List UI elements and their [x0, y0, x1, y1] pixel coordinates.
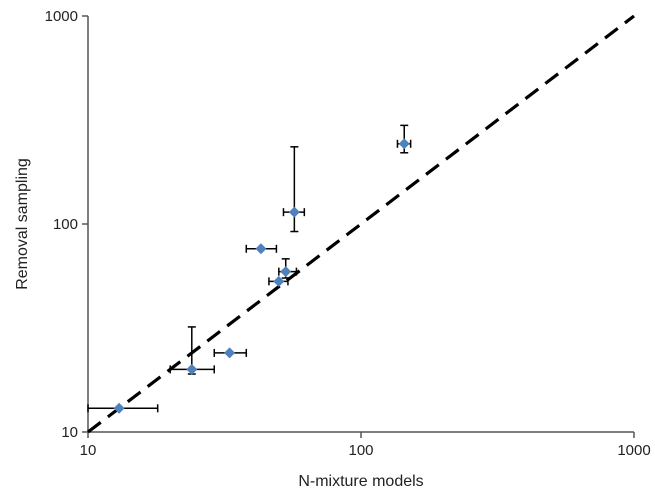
data-point [186, 363, 198, 375]
data-point [224, 347, 236, 359]
y-tick-label: 1000 [45, 8, 78, 25]
y-tick-label: 10 [61, 424, 78, 441]
data-point [273, 275, 285, 287]
data-point [255, 243, 267, 255]
data-point [113, 402, 125, 414]
data-point [288, 206, 300, 218]
y-tick-label: 100 [53, 216, 78, 233]
data-point [398, 138, 410, 150]
data-point [280, 266, 292, 278]
tick-labels: 10 100 1000 10 100 1000 [45, 8, 651, 459]
x-tick-label: 1000 [617, 442, 650, 459]
error-bars [87, 124, 412, 413]
reference-line [87, 14, 635, 434]
x-tick-label: 100 [348, 442, 373, 459]
reference-line-layer [87, 14, 635, 434]
tick-marks [82, 15, 635, 438]
data-points [113, 138, 410, 414]
x-tick-label: 10 [80, 442, 97, 459]
x-axis-title: N-mixture models [298, 473, 423, 490]
y-axis-title: Removal sampling [14, 158, 31, 290]
